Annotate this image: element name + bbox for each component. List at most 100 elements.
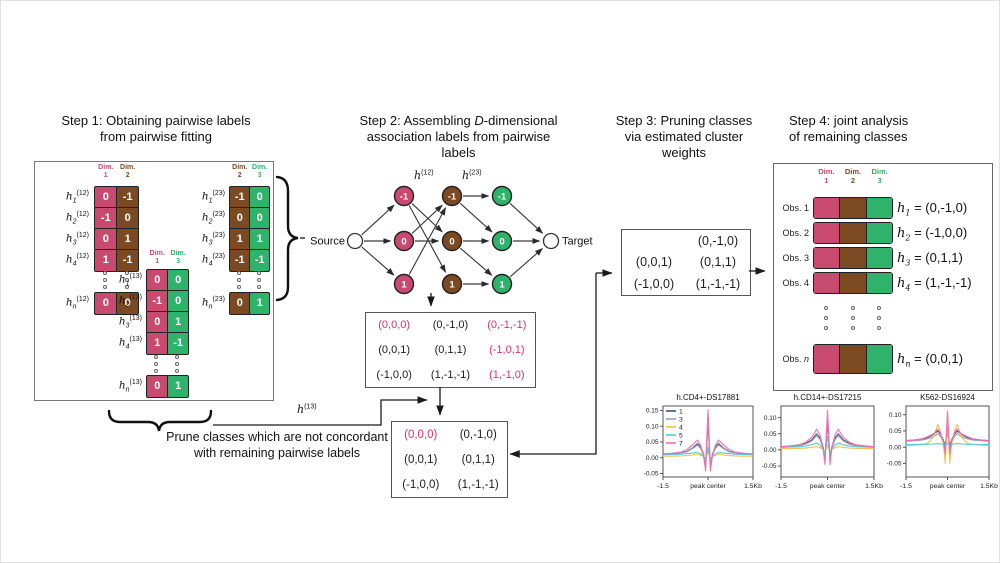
pairwise-row-label: hn(12)	[65, 296, 89, 311]
ellipsis-dot	[175, 355, 180, 359]
ellipsis-dot	[824, 315, 829, 320]
ellipsis-dot	[877, 315, 882, 320]
pairwise-cell: 0	[229, 292, 251, 315]
dim-header: Dim. 3	[871, 167, 888, 185]
dim-header: Dim. 2	[844, 167, 862, 185]
step3-title-line3: weights	[661, 145, 707, 160]
candidate-label: (1,-1,0)	[489, 368, 525, 381]
dim-segment	[839, 198, 866, 218]
pairwise-row-label: hn(13)	[118, 379, 142, 394]
ellipsis-dot	[102, 278, 107, 282]
network-node-value: -1	[400, 191, 409, 202]
step3-label: (-1,0,0)	[633, 277, 675, 292]
series-5	[663, 447, 753, 461]
step1-title-line2: from pairwise fitting	[100, 129, 212, 144]
ellipsis-dot	[877, 325, 882, 330]
pairwise-cell: -1	[229, 249, 251, 272]
x-tick-label: peak center	[810, 483, 846, 490]
pairwise-cell: 0	[248, 207, 271, 230]
network-node-value: 0	[449, 236, 454, 247]
step2-title-line2: association labels from pairwise	[366, 129, 551, 144]
step3-label: (0,-1,0)	[697, 233, 739, 248]
network-edge	[361, 204, 395, 236]
right-curly-brace	[275, 175, 299, 302]
pairwise-cell: 0	[94, 186, 118, 209]
y-tick-label: 0.05	[646, 439, 659, 446]
line-chart-1: h.CD14+-DS17215 0.10 0.05 0.00 -0.05 -1.5 peak…	[762, 393, 883, 490]
pairwise-row-label: h4(12)	[65, 253, 89, 268]
pairwise-cell: 1	[166, 375, 190, 398]
obs-label: Obs. 4	[782, 277, 809, 288]
series-7	[905, 410, 990, 455]
ellipsis-dot	[256, 271, 261, 275]
pruned-label: (0,0,0)	[404, 428, 438, 441]
pruned-label: (1,-1,-1)	[457, 478, 499, 491]
ellipsis-dot	[850, 315, 855, 320]
ellipsis-dot	[154, 369, 159, 373]
step2-title-line1: Step 2: Assembling D-dimensional	[359, 113, 558, 128]
dim-segment	[814, 198, 840, 218]
observation-row-block	[813, 222, 893, 244]
ellipsis-dot	[175, 369, 180, 373]
ellipsis-dot	[102, 285, 107, 289]
h12-label: h(12)	[414, 169, 434, 182]
step4-title-line1: Step 4: joint analysis	[789, 113, 909, 128]
x-tick-label: peak center	[690, 483, 726, 490]
legend-label: 7	[679, 440, 683, 447]
series-7	[780, 409, 875, 466]
step3-title-line1: Step 3: Pruning classes	[615, 113, 753, 128]
step1-title: Step 1: Obtaining pairwise labels from p…	[26, 113, 286, 145]
x-tick-label: -1.5	[775, 483, 787, 490]
x-tick-label: -1.5	[900, 483, 912, 490]
dim-segment	[839, 248, 866, 268]
line-chart-2: K562-DS16924 0.10 0.05 0.00 -0.05 -1.5 peak ce…	[887, 393, 998, 490]
dim-segment	[865, 198, 892, 218]
series-3	[905, 429, 990, 451]
pruned-label: (-1,0,0)	[402, 478, 440, 491]
candidate-label: (1,-1,-1)	[430, 368, 471, 381]
candidate-label: (0,-1,0)	[432, 319, 469, 332]
candidate-label: (0,0,1)	[378, 343, 411, 356]
chart-title: h.CD4+-DS17881	[676, 393, 740, 402]
ellipsis-dot	[154, 362, 159, 366]
candidate-label: (0,1,1)	[434, 343, 467, 356]
pairwise-cell: -1	[229, 186, 251, 209]
dim-segment	[839, 223, 866, 243]
ellipsis-dot	[175, 362, 180, 366]
network-node	[441, 185, 463, 207]
chart-title: K562-DS16924	[920, 393, 975, 402]
h23-label: h(23)	[462, 169, 482, 182]
ellipsis-dot	[877, 305, 882, 310]
dim-header: Dim. 3	[252, 164, 268, 179]
h-equation: h4 = (1,-1,-1)	[897, 275, 972, 293]
network-edge	[408, 207, 447, 275]
legend-label: 3	[679, 416, 683, 423]
ellipsis-dot	[850, 325, 855, 330]
network-edge	[459, 202, 493, 233]
observation-row-block	[813, 197, 893, 219]
dim-segment	[865, 345, 892, 373]
ellipsis-dot	[124, 285, 129, 289]
network-node-value: -1	[498, 191, 507, 202]
pairwise-row-label: h3(23)	[201, 232, 225, 247]
obs-label: Obs. 1	[782, 202, 809, 213]
network-node	[491, 230, 513, 252]
legend-label: 1	[679, 408, 683, 415]
network-node-value: 1	[499, 279, 505, 290]
network-node-value: 1	[449, 279, 455, 290]
chart-title: h.CD14+-DS17215	[794, 393, 862, 402]
network-edge	[509, 248, 543, 278]
dim-segment	[865, 248, 892, 268]
pairwise-row-label: h3(12)	[65, 232, 89, 247]
y-tick-label: 0.00	[764, 447, 777, 454]
pairwise-cell: 1	[166, 311, 190, 334]
network-node	[441, 230, 463, 252]
pairwise-cell: 1	[115, 228, 140, 251]
dim-segment	[814, 248, 840, 268]
dim-segment	[814, 223, 840, 243]
pairwise-row-label: h4(23)	[201, 253, 225, 268]
legend-label: 5	[679, 432, 683, 439]
ellipsis-dot	[824, 325, 829, 330]
pairwise-cell: -1	[94, 207, 118, 230]
ellipsis-dot	[154, 355, 159, 359]
